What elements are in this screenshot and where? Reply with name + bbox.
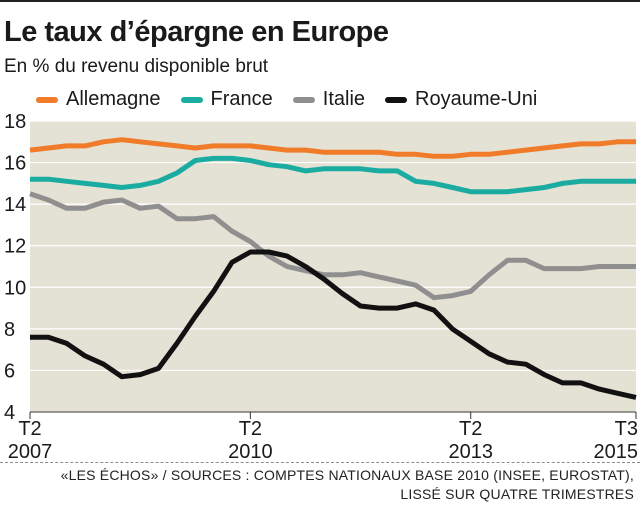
x-tick-label-quarter: T2 [459, 418, 482, 440]
y-tick-label: 8 [4, 319, 15, 341]
legend-item-italie: Italie [292, 88, 366, 111]
legend-label-france: France [210, 88, 273, 110]
page-subtitle: En % du revenu disponible brut [4, 56, 269, 77]
page-title: Le taux d’épargne en Europe [4, 16, 389, 48]
chart-legend: Allemagne France Italie Royaume-Uni [36, 88, 557, 111]
legend-label-italie: Italie [322, 88, 366, 110]
legend-swatch-royaume-uni [385, 96, 408, 103]
footer-divider [0, 462, 640, 463]
series-line-royaume-uni [30, 249, 637, 400]
source-line-1: «LES ÉCHOS» / SOURCES : COMPTES NATIONAU… [60, 467, 634, 483]
legend-item-royaume-uni: Royaume-Uni [385, 88, 537, 111]
x-tick-label-quarter: T2 [18, 418, 41, 440]
x-tick-label-year: 2007 [8, 441, 53, 462]
x-tick-label-year: 2013 [448, 441, 493, 462]
y-tick-label: 10 [4, 277, 26, 299]
series-line-allemagne [29, 137, 636, 159]
grid-lines [30, 120, 636, 413]
legend-item-allemagne: Allemagne [36, 88, 161, 111]
legend-item-france: France [180, 88, 273, 111]
source-line-2: LISSÉ SUR QUATRE TRIMESTRES [400, 486, 634, 502]
y-tick-label: 6 [4, 360, 15, 382]
top-rule [0, 0, 640, 2]
series-lines [29, 137, 637, 400]
y-tick-label: 12 [4, 236, 26, 258]
y-tick-label: 14 [4, 194, 26, 216]
y-tick-label: 4 [4, 402, 15, 424]
series-line-france [30, 155, 636, 195]
x-tick-label-quarter: T3 [615, 418, 638, 440]
legend-swatch-allemagne [36, 96, 58, 103]
legend-swatch-italie [292, 96, 315, 103]
source-note: «LES ÉCHOS» / SOURCES : COMPTES NATIONAU… [61, 466, 634, 504]
y-tick-label: 18 [4, 111, 26, 133]
legend-label-royaume-uni: Royaume-Uni [415, 88, 538, 110]
y-tick-label: 16 [4, 153, 26, 175]
y-axis: 4 6 8 10 12 14 16 18 [4, 111, 26, 424]
x-tick-label-year: 2010 [228, 441, 273, 462]
x-tick-label-quarter: T2 [239, 418, 262, 440]
legend-swatch-france [180, 96, 203, 103]
x-tick-label-year: 2015 [594, 441, 639, 462]
series-line-italie [29, 191, 636, 301]
legend-label-allemagne: Allemagne [66, 88, 161, 110]
